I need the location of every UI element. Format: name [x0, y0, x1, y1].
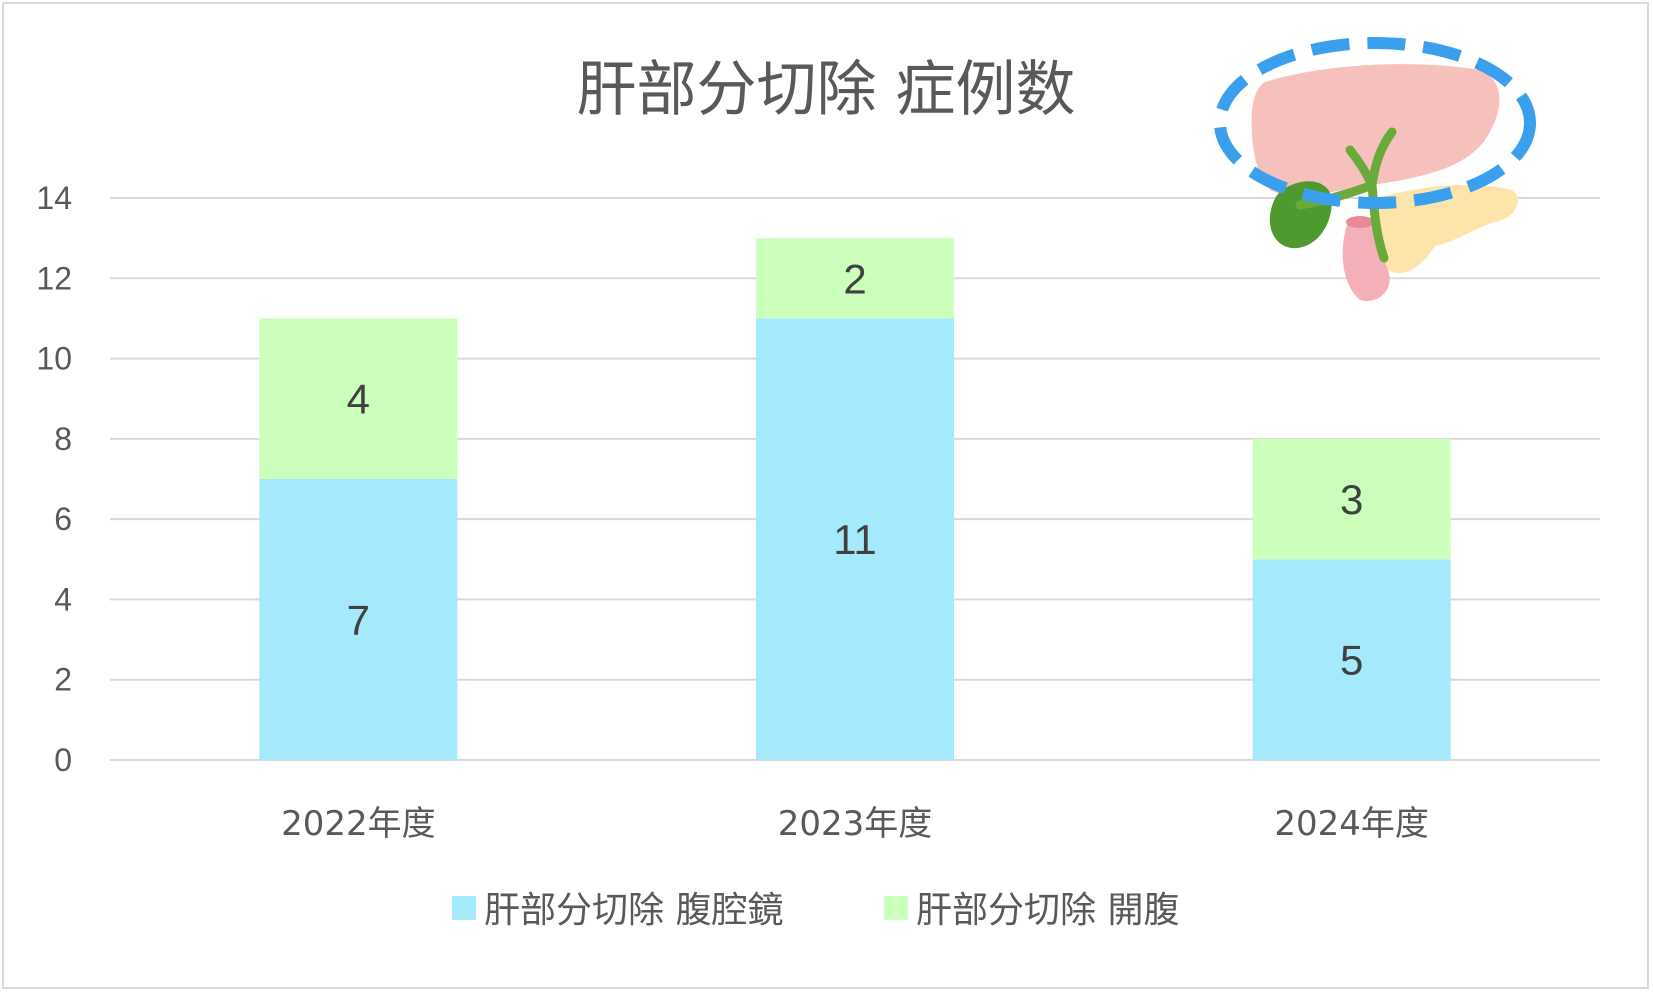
highlight-dashed-ellipse	[1214, 37, 1536, 209]
data-label: 5	[1340, 637, 1363, 684]
bar-segment	[259, 318, 458, 479]
y-tick-label: 0	[54, 742, 72, 778]
y-tick-label: 14	[36, 180, 72, 216]
bile-duct-shape	[1295, 127, 1397, 263]
chart-title: 肝部分切除 症例数	[576, 55, 1075, 125]
legend-swatch	[884, 896, 908, 920]
legend-label: 肝部分切除 腹腔鏡	[484, 890, 783, 931]
bar-segment	[259, 479, 458, 760]
y-tick-label: 12	[36, 260, 72, 296]
legend-swatch	[452, 896, 476, 920]
x-category-label: 2023年度	[778, 804, 933, 844]
data-label: 11	[833, 516, 877, 563]
data-label: 7	[347, 597, 370, 644]
liver-gallbladder-pancreas-illustration	[1214, 37, 1536, 301]
y-axis-ticks: 0 2 4 6 8 10 12 14	[36, 180, 72, 778]
bar-segment	[756, 238, 954, 319]
bar-segment	[756, 318, 954, 760]
x-category-label: 2024年度	[1274, 804, 1429, 844]
legend-label: 肝部分切除 開腹	[916, 890, 1179, 931]
duodenum-opening	[1346, 216, 1374, 228]
x-axis-categories: 2022年度 2023年度 2024年度	[281, 804, 1429, 844]
pancreas-shape	[1373, 184, 1518, 274]
y-tick-label: 6	[54, 501, 72, 537]
x-category-label: 2022年度	[281, 804, 436, 844]
y-tick-label: 4	[54, 581, 72, 617]
data-labels: 7 4 11 2 5 3	[347, 255, 1364, 683]
bar-segment	[1252, 559, 1451, 760]
data-label: 2	[843, 255, 866, 302]
bars	[259, 238, 1451, 760]
data-label: 4	[347, 376, 370, 423]
y-tick-label: 10	[36, 341, 72, 377]
y-tick-label: 2	[54, 662, 72, 698]
y-tick-label: 8	[54, 421, 72, 457]
legend: 肝部分切除 腹腔鏡 肝部分切除 開腹	[452, 890, 1179, 931]
bar-segment	[1252, 438, 1451, 560]
data-label: 3	[1340, 476, 1363, 523]
liver-shape	[1251, 64, 1500, 196]
